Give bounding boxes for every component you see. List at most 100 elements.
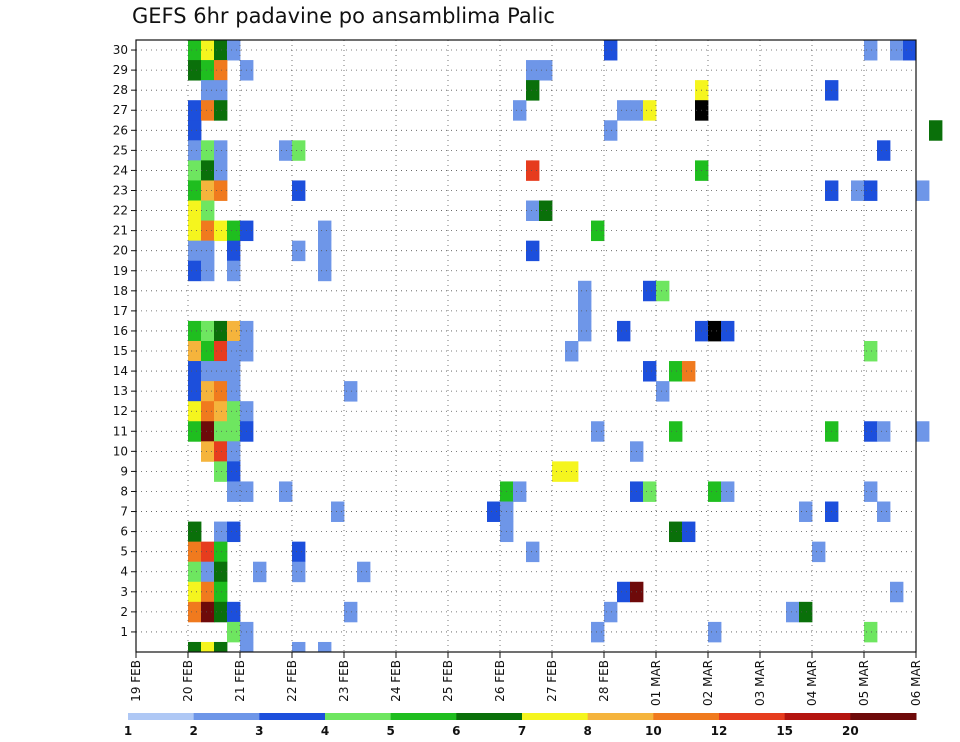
x-tick-label: 04 MAR: [805, 660, 819, 706]
x-tick-label: 28 FEB: [597, 660, 611, 702]
heatmap-cell: [188, 361, 202, 382]
heatmap-cell: [526, 160, 540, 181]
heatmap-cell: [643, 361, 657, 382]
heatmap-cell: [227, 40, 241, 61]
heatmap-cell: [214, 561, 228, 583]
heatmap-cell: [877, 140, 891, 161]
heatmap-cell: [201, 40, 215, 61]
heatmap-cell: [643, 280, 657, 302]
heatmap-cell: [227, 481, 241, 502]
colorbar-swatch: [193, 713, 260, 720]
heatmap-cell: [227, 320, 241, 342]
colorbar-label: 12: [711, 724, 728, 738]
heatmap-cell: [721, 481, 735, 502]
heatmap-cell: [643, 100, 657, 121]
heatmap-cell: [864, 340, 878, 362]
y-tick-label: 19: [113, 264, 128, 278]
heatmap-cell: [292, 180, 306, 201]
x-tick-label: 25 FEB: [441, 660, 455, 702]
x-tick-label: 06 MAR: [909, 660, 923, 706]
heatmap-cell: [903, 40, 917, 61]
x-tick-label: 02 MAR: [701, 660, 715, 706]
colorbar-swatch: [522, 713, 589, 720]
heatmap-cell: [318, 641, 332, 653]
y-tick-label: 1: [120, 625, 128, 639]
heatmap-cell: [188, 260, 202, 282]
heatmap-cell: [188, 160, 202, 181]
heatmap-cell: [227, 260, 241, 282]
heatmap-cell: [799, 501, 813, 522]
heatmap-cell: [201, 340, 215, 362]
x-tick-label: 26 FEB: [493, 660, 507, 702]
heatmap-cell: [656, 381, 670, 402]
heatmap-cell: [552, 461, 566, 482]
y-tick-label: 12: [113, 404, 128, 418]
heatmap-cell: [214, 80, 228, 101]
heatmap-cell: [877, 501, 891, 522]
y-tick-label: 5: [120, 545, 128, 559]
colorbar-swatch: [587, 713, 654, 720]
colorbar-label: 4: [321, 724, 329, 738]
heatmap-cell: [344, 381, 358, 402]
heatmap-cell: [214, 320, 228, 342]
y-tick-label: 25: [113, 143, 128, 157]
y-tick-label: 7: [120, 505, 128, 519]
heatmap-cell: [201, 80, 215, 101]
heatmap-cell: [643, 481, 657, 502]
x-tick-label: 23 FEB: [337, 660, 351, 702]
heatmap-cell: [539, 60, 553, 81]
y-tick-label: 23: [113, 183, 128, 197]
heatmap-cell: [227, 361, 241, 382]
heatmap-cell: [201, 581, 215, 603]
heatmap-cell: [864, 481, 878, 502]
heatmap-cell: [682, 521, 696, 543]
y-tick-label: 29: [113, 63, 128, 77]
heatmap-cell: [591, 621, 605, 643]
y-tick-label: 13: [113, 384, 128, 398]
heatmap-cell: [513, 100, 527, 121]
heatmap-cell: [201, 180, 215, 201]
y-tick-label: 18: [113, 284, 128, 298]
heatmap-cell: [214, 40, 228, 61]
heatmap-cell: [201, 361, 215, 382]
heatmap-cell: [279, 481, 293, 502]
heatmap-cell: [279, 140, 293, 161]
heatmap-cell: [240, 641, 254, 653]
heatmap-cell: [201, 381, 215, 402]
heatmap-cell: [188, 340, 202, 362]
heatmap-cell: [214, 361, 228, 382]
heatmap-cell: [214, 401, 228, 422]
heatmap-cell: [812, 541, 826, 563]
heatmap-cell: [201, 601, 215, 623]
y-tick-label: 15: [113, 344, 128, 358]
heatmap-cell: [864, 180, 878, 201]
heatmap-cell: [214, 100, 228, 121]
y-tick-label: 27: [113, 103, 128, 117]
heatmap-cell: [318, 240, 332, 262]
heatmap-cell: [188, 200, 202, 221]
heatmap-cell: [227, 401, 241, 422]
heatmap-cell: [188, 60, 202, 81]
heatmap-cell: [214, 461, 228, 482]
heatmap-cell: [188, 521, 202, 543]
heatmap-cell: [708, 320, 722, 342]
heatmap-cell: [708, 481, 722, 502]
y-tick-label: 21: [113, 224, 128, 238]
colorbar-label: 1: [124, 724, 132, 738]
x-tick-label: 24 FEB: [389, 660, 403, 702]
heatmap-cell: [201, 60, 215, 81]
heatmap-cell: [214, 541, 228, 563]
y-tick-label: 26: [113, 123, 128, 137]
y-tick-label: 22: [113, 204, 128, 218]
heatmap-cell: [292, 140, 306, 161]
heatmap-cell: [604, 120, 618, 141]
heatmap-cell: [864, 421, 878, 442]
y-tick-label: 6: [120, 525, 128, 539]
heatmap-cell: [188, 641, 202, 653]
heatmap-cell: [526, 541, 540, 563]
heatmap-cell: [201, 220, 215, 242]
heatmap-cell: [188, 140, 202, 161]
y-tick-label: 30: [113, 43, 128, 57]
heatmap-cell: [604, 40, 618, 61]
colorbar-swatch: [456, 713, 523, 720]
